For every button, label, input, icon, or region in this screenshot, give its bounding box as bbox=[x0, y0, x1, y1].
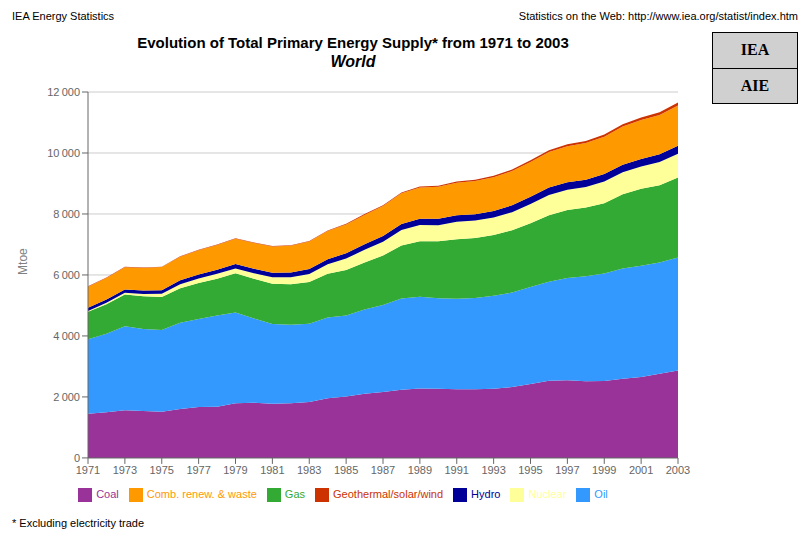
svg-text:10 000: 10 000 bbox=[47, 147, 80, 159]
html-text:Geothermal/solar/wind: Geothermal/solar/wind bbox=[333, 487, 444, 500]
svg-text:1995: 1995 bbox=[518, 464, 542, 476]
svg-text:1971: 1971 bbox=[76, 464, 100, 476]
svg-text:1999: 1999 bbox=[592, 464, 616, 476]
svg-text:4 000: 4 000 bbox=[53, 330, 80, 342]
html-text:Nuclear: Nuclear bbox=[528, 487, 567, 500]
html-text:Gas: Gas bbox=[284, 487, 305, 500]
html-text:Oil: Oil bbox=[594, 487, 608, 500]
svg-text:1981: 1981 bbox=[260, 464, 284, 476]
svg-text:2003: 2003 bbox=[666, 464, 690, 476]
svg-text:1993: 1993 bbox=[481, 464, 505, 476]
html-text:Coal: Coal bbox=[96, 487, 119, 500]
svg-text:1975: 1975 bbox=[150, 464, 174, 476]
svg-text:12 000: 12 000 bbox=[47, 86, 80, 98]
html-text:Evolution of Total Primary Ene: Evolution of Total Primary Energy Supply… bbox=[137, 34, 569, 51]
svg-text:2001: 2001 bbox=[629, 464, 653, 476]
html-text:AIE: AIE bbox=[740, 76, 770, 94]
svg-text:1973: 1973 bbox=[113, 464, 137, 476]
html-text:IEA: IEA bbox=[740, 41, 770, 59]
svg-text:0: 0 bbox=[74, 452, 80, 464]
html-text:* Excluding electricity trade: * Excluding electricity trade bbox=[12, 517, 145, 529]
html-text:Statistics on the Web: http://: Statistics on the Web: http://www.iea.or… bbox=[518, 10, 798, 22]
svg-text:1977: 1977 bbox=[186, 464, 210, 476]
svg-text:1991: 1991 bbox=[445, 464, 469, 476]
html-text:Comb. renew. & waste: Comb. renew. & waste bbox=[146, 487, 257, 500]
svg-text:1983: 1983 bbox=[297, 464, 321, 476]
html-text:Hydro: Hydro bbox=[471, 487, 501, 500]
html-text:IEA Energy Statistics: IEA Energy Statistics bbox=[12, 10, 115, 22]
html-text:World: World bbox=[330, 53, 376, 70]
svg-text:1987: 1987 bbox=[371, 464, 395, 476]
svg-text:6 000: 6 000 bbox=[53, 269, 80, 281]
svg-text:1997: 1997 bbox=[555, 464, 579, 476]
svg-text:1979: 1979 bbox=[223, 464, 247, 476]
svg-text:8 000: 8 000 bbox=[53, 208, 80, 220]
svg-text:2 000: 2 000 bbox=[53, 391, 80, 403]
svg-text:Mtoe: Mtoe bbox=[16, 248, 30, 275]
svg-text:1985: 1985 bbox=[334, 464, 358, 476]
svg-text:1989: 1989 bbox=[408, 464, 432, 476]
